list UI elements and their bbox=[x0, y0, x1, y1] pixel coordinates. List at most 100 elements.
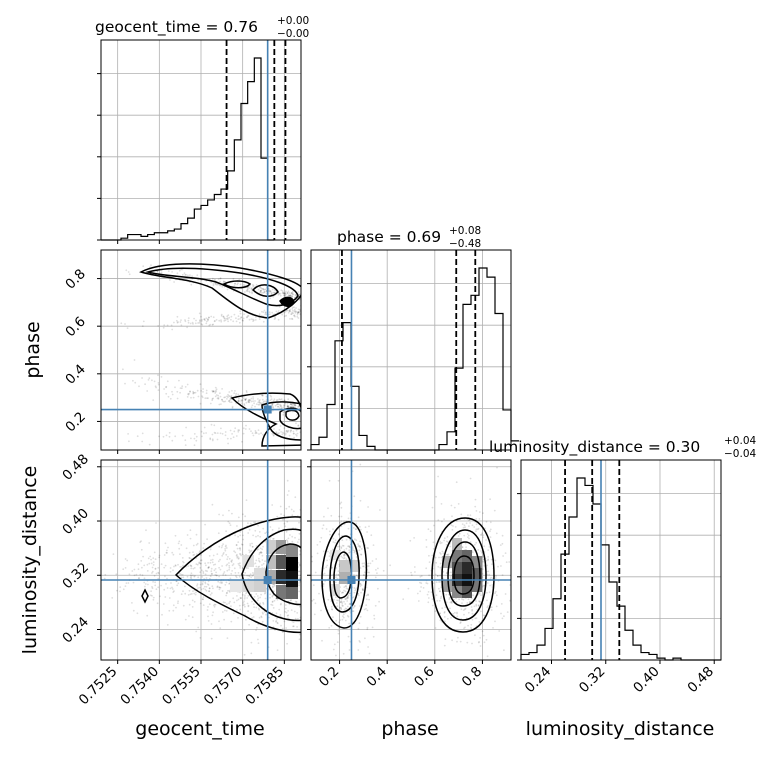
sample-point bbox=[290, 403, 292, 406]
sample-point bbox=[237, 430, 240, 433]
sample-point bbox=[201, 318, 203, 321]
sample-point bbox=[333, 598, 335, 601]
sample-point bbox=[199, 637, 202, 639]
sample-point bbox=[151, 595, 153, 597]
sample-point bbox=[327, 598, 330, 601]
sample-point bbox=[276, 622, 279, 625]
sample-point bbox=[272, 291, 275, 294]
sample-point bbox=[156, 602, 159, 605]
sample-point bbox=[311, 599, 314, 602]
sample-point bbox=[209, 575, 212, 578]
sample-point bbox=[470, 606, 473, 608]
sample-point bbox=[474, 543, 476, 546]
sample-point bbox=[246, 574, 249, 577]
sample-point bbox=[250, 641, 253, 644]
sample-point bbox=[242, 320, 244, 322]
sample-point bbox=[444, 638, 447, 640]
sample-point bbox=[232, 612, 235, 615]
sample-point bbox=[488, 591, 491, 594]
sample-point bbox=[239, 531, 242, 533]
sample-point bbox=[280, 431, 282, 433]
sample-point bbox=[189, 574, 192, 577]
sample-point bbox=[246, 316, 248, 318]
sample-point bbox=[495, 575, 497, 577]
sample-point bbox=[203, 318, 206, 321]
sample-point bbox=[461, 546, 464, 549]
sample-point bbox=[286, 292, 288, 294]
sample-point bbox=[191, 606, 194, 608]
sample-point bbox=[166, 552, 168, 554]
contour-lower-mid bbox=[261, 401, 301, 441]
sample-point bbox=[475, 523, 478, 526]
sample-point bbox=[235, 575, 237, 577]
sample-point bbox=[445, 540, 448, 543]
sample-point bbox=[254, 562, 257, 565]
sample-point bbox=[278, 407, 281, 409]
sample-point bbox=[151, 379, 153, 382]
sample-point bbox=[202, 580, 205, 583]
sample-point bbox=[243, 313, 246, 315]
sample-point bbox=[209, 438, 212, 441]
sample-point bbox=[449, 545, 452, 548]
sample-point bbox=[124, 323, 126, 325]
sample-point bbox=[212, 587, 214, 590]
sample-point bbox=[181, 268, 184, 271]
sample-point bbox=[176, 390, 179, 393]
sample-point bbox=[279, 292, 282, 295]
sample-point bbox=[361, 587, 364, 590]
sample-point bbox=[436, 575, 439, 577]
sample-point bbox=[298, 638, 301, 641]
sample-point bbox=[201, 396, 204, 399]
sample-point bbox=[295, 422, 297, 425]
sample-point bbox=[245, 424, 247, 427]
sample-point bbox=[431, 598, 434, 600]
sample-point bbox=[346, 596, 349, 599]
sample-point bbox=[244, 399, 247, 401]
sample-point bbox=[253, 606, 256, 609]
sample-point bbox=[354, 589, 357, 592]
sample-point bbox=[180, 593, 183, 596]
sample-point bbox=[251, 287, 253, 290]
sample-point bbox=[439, 542, 442, 545]
sample-point bbox=[262, 562, 265, 565]
sample-point bbox=[173, 281, 176, 283]
sample-point bbox=[124, 567, 127, 569]
title-luminosity-distance-plus: +0.04 bbox=[724, 435, 756, 447]
x-tick-label-phase: 0.4 bbox=[364, 664, 391, 691]
sample-point bbox=[286, 614, 289, 617]
panel-luminosity-distance-hist bbox=[517, 459, 722, 664]
sample-point bbox=[480, 550, 482, 552]
sample-point bbox=[206, 570, 209, 573]
sample-point bbox=[342, 615, 344, 618]
sample-point bbox=[467, 598, 470, 601]
sample-point bbox=[196, 584, 198, 587]
sample-point bbox=[261, 611, 264, 614]
sample-point bbox=[239, 565, 242, 567]
sample-point bbox=[211, 390, 214, 392]
sample-point bbox=[221, 398, 223, 401]
sample-point bbox=[296, 432, 299, 435]
sample-point bbox=[196, 274, 199, 277]
sample-point bbox=[197, 576, 200, 579]
sample-point bbox=[155, 588, 158, 591]
sample-point bbox=[207, 567, 210, 569]
sample-point bbox=[278, 429, 281, 431]
sample-point bbox=[195, 630, 198, 633]
sample-point bbox=[230, 572, 233, 575]
sample-point bbox=[340, 592, 343, 594]
sample-point bbox=[238, 564, 241, 567]
sample-point bbox=[268, 521, 271, 523]
sample-point bbox=[308, 529, 310, 531]
sample-point bbox=[183, 272, 186, 275]
sample-point bbox=[347, 597, 350, 599]
sample-point bbox=[188, 551, 191, 554]
sample-point bbox=[190, 283, 193, 286]
sample-point bbox=[353, 591, 356, 594]
sample-point bbox=[345, 587, 348, 589]
sample-point bbox=[279, 505, 282, 508]
sample-point bbox=[294, 294, 297, 296]
sample-point bbox=[257, 534, 259, 537]
sample-point bbox=[140, 560, 143, 562]
sample-point bbox=[199, 562, 202, 565]
sample-point bbox=[460, 608, 463, 611]
